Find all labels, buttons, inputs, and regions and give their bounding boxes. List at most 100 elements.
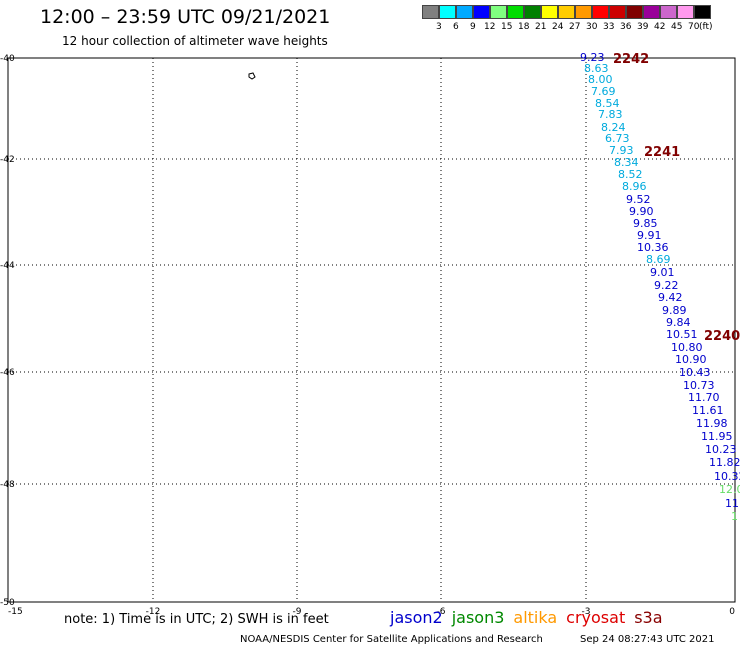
- wave-height-label: 11.98: [696, 417, 728, 430]
- color-scale-tick-label: 6: [453, 22, 459, 32]
- color-scale-tick-label: 21: [535, 22, 547, 32]
- color-scale-tick-label: 45: [671, 22, 683, 32]
- color-swatch: [660, 5, 677, 19]
- color-scale-tick-label: 15: [501, 22, 513, 32]
- color-scale-unit: (ft): [699, 22, 713, 32]
- wave-height-label: 8.34: [614, 156, 639, 169]
- credit-line: NOAA/NESDIS Center for Satellite Applica…: [240, 634, 543, 645]
- color-swatch: [524, 5, 541, 19]
- wave-height-label: 9.01: [650, 266, 675, 279]
- map-frame: [7, 57, 736, 603]
- longitude-label: 0: [729, 607, 735, 617]
- color-scale-tick-label: 30: [586, 22, 598, 32]
- wave-height-label: 7.83: [598, 108, 623, 121]
- wave-height-label: 10.36: [637, 241, 669, 254]
- color-swatch: [575, 5, 592, 19]
- wave-height-label: 8.52: [618, 168, 643, 181]
- color-scale-tick-label: 42: [654, 22, 666, 32]
- wave-height-label: 9.23: [580, 51, 605, 64]
- color-swatch: [473, 5, 490, 19]
- wave-height-label: 8.69: [646, 253, 671, 266]
- pass-number-label: 2242: [613, 52, 649, 67]
- latitude-label: -44: [0, 261, 15, 271]
- pass-number-label: 2240: [704, 329, 740, 344]
- pass-number-labels: 2242 2241 2240: [613, 52, 740, 344]
- color-scale-tick-label: 9: [470, 22, 476, 32]
- pass-number-label: 2241: [644, 145, 680, 160]
- color-swatch: [456, 5, 473, 19]
- wave-height-label: 7.93: [609, 144, 634, 157]
- wave-height-label: 1: [731, 510, 738, 523]
- color-swatch: [422, 5, 439, 19]
- map-grid: [8, 58, 735, 602]
- color-swatch: [694, 5, 711, 19]
- color-scale-tick-label: 39: [637, 22, 649, 32]
- longitude-label: -15: [8, 607, 23, 617]
- color-scale-tick-label: 33: [603, 22, 615, 32]
- latitude-label: -40: [0, 54, 15, 64]
- color-swatch: [558, 5, 575, 19]
- color-swatch: [507, 5, 524, 19]
- wave-height-label: 8.63: [584, 62, 609, 75]
- satellite-legend-item: altika: [513, 608, 558, 627]
- longitude-label: -12: [146, 607, 161, 617]
- wave-height-label: 9.89: [662, 304, 687, 317]
- wave-height-label: 9.42: [658, 291, 683, 304]
- longitude-label: -3: [582, 607, 591, 617]
- wave-height-label: 10.51: [666, 328, 698, 341]
- wave-height-label: 11.82: [709, 456, 740, 469]
- color-scale-tick-label: 27: [569, 22, 581, 32]
- longitude-label: -6: [437, 607, 446, 617]
- wave-height-label: 11.: [725, 497, 740, 510]
- color-scale-tick-label: 36: [620, 22, 632, 32]
- color-scale-tick-label: 3: [436, 22, 442, 32]
- latitude-label: -48: [0, 480, 15, 490]
- wave-height-label: 8.96: [622, 180, 647, 193]
- color-scale-tick-label: 70: [688, 22, 700, 32]
- satellite-legend: jason2 jason3 altika cryosat s3a: [390, 608, 672, 627]
- wave-height-label: 8.24: [601, 121, 626, 134]
- wave-height-label: 10.73: [683, 379, 715, 392]
- wave-height-label: 12.0: [719, 483, 740, 496]
- wave-height-label: 11.95: [701, 430, 733, 443]
- color-swatch: [677, 5, 694, 19]
- wave-height-label: 10.23: [705, 443, 737, 456]
- wave-height-label: 9.90: [629, 205, 654, 218]
- color-swatch: [439, 5, 456, 19]
- wave-height-label: 10.43: [679, 366, 711, 379]
- wave-height-label: 10.90: [675, 353, 707, 366]
- wave-height-label: 9.84: [666, 316, 691, 329]
- wave-height-label: 11.70: [688, 391, 720, 404]
- wave-height-labels: 9.238.638.007.698.547.838.246.737.938.34…: [580, 51, 740, 523]
- wave-height-label: 10.32: [714, 470, 740, 483]
- island-outline: [248, 72, 256, 80]
- satellite-legend-item: jason3: [451, 608, 505, 627]
- satellite-legend-item: jason2: [390, 608, 443, 627]
- wave-height-label: 8.00: [588, 73, 613, 86]
- longitude-label: -9: [293, 607, 302, 617]
- color-swatch: [609, 5, 626, 19]
- satellite-legend-item: s3a: [634, 608, 663, 627]
- color-scale-tick-label: 12: [484, 22, 496, 32]
- wave-height-label: 11.61: [692, 404, 724, 417]
- latitude-label: -46: [0, 368, 15, 378]
- color-swatch: [626, 5, 643, 19]
- color-swatch: [490, 5, 507, 19]
- wave-height-label: 9.91: [637, 229, 662, 242]
- color-scale-tick-label: 24: [552, 22, 564, 32]
- wave-height-label: 9.52: [626, 193, 651, 206]
- longitude-labels: -15 -12 -9 -6 -3 0: [8, 607, 735, 617]
- wave-height-label: 9.22: [654, 279, 679, 292]
- footnote: note: 1) Time is in UTC; 2) SWH is in fe…: [64, 612, 329, 627]
- color-swatch: [592, 5, 609, 19]
- color-swatch: [541, 5, 558, 19]
- wave-height-label: 10.80: [671, 341, 703, 354]
- satellite-legend-item: cryosat: [566, 608, 626, 627]
- generation-timestamp: Sep 24 08:27:43 UTC 2021: [580, 634, 715, 645]
- latitude-label: -50: [0, 598, 15, 608]
- color-swatch: [643, 5, 660, 19]
- wave-height-label: 9.85: [633, 217, 658, 230]
- latitude-labels: -40 -42 -44 -46 -48 -50: [0, 54, 15, 608]
- chart-subtitle: 12 hour collection of altimeter wave hei…: [62, 34, 328, 48]
